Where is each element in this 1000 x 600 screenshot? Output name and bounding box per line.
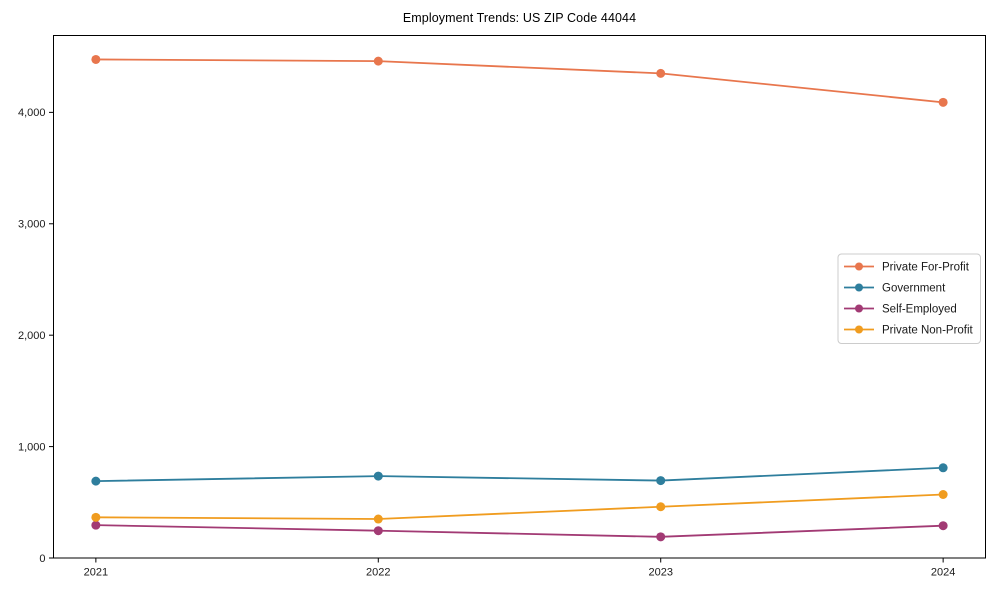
x-tick-label: 2024: [931, 567, 955, 579]
plot-border: [53, 35, 986, 559]
series-line: [94, 493, 945, 520]
data-point: [91, 512, 101, 522]
data-point: [91, 54, 101, 64]
data-point: [91, 520, 101, 530]
y-tick-label: 0: [39, 553, 45, 565]
legend-item-label: Self-Employed: [882, 304, 957, 316]
data-point: [938, 463, 948, 473]
x-tick-label: 2023: [648, 567, 672, 579]
chart-title: Employment Trends: US ZIP Code 44044: [402, 11, 637, 25]
legend-marker-dot: [855, 262, 863, 271]
y-tick-label: 1,000: [18, 441, 46, 453]
data-point: [373, 471, 383, 481]
data-point: [373, 514, 383, 524]
legend-item-label: Government: [882, 283, 946, 295]
x-tick-label: 2021: [84, 567, 108, 579]
data-point: [938, 521, 948, 531]
y-tick-label: 4,000: [18, 107, 46, 119]
data-point: [656, 532, 666, 542]
legend-item-label: Private Non-Profit: [882, 325, 974, 337]
legend: Private For-Profit Government Self-Employe…: [837, 253, 981, 344]
y-tick-label: 2,000: [18, 330, 46, 342]
data-point: [373, 526, 383, 536]
series-line: [94, 466, 945, 483]
data-point: [373, 56, 383, 66]
data-point: [656, 476, 666, 486]
legend-marker-dot: [855, 283, 863, 292]
data-point: [656, 502, 666, 512]
legend-marker-dot: [855, 325, 863, 334]
data-point: [938, 97, 948, 107]
data-point: [938, 489, 948, 499]
series-line: [94, 58, 945, 104]
x-tick-label: 2022: [366, 567, 390, 579]
legend-item-label: Private For-Profit: [882, 262, 970, 274]
data-point: [656, 68, 666, 78]
y-tick-label: 3,000: [18, 219, 46, 231]
data-point: [91, 476, 101, 486]
legend-marker-dot: [855, 304, 863, 313]
series-line: [94, 524, 945, 538]
legend-box: [837, 253, 981, 344]
